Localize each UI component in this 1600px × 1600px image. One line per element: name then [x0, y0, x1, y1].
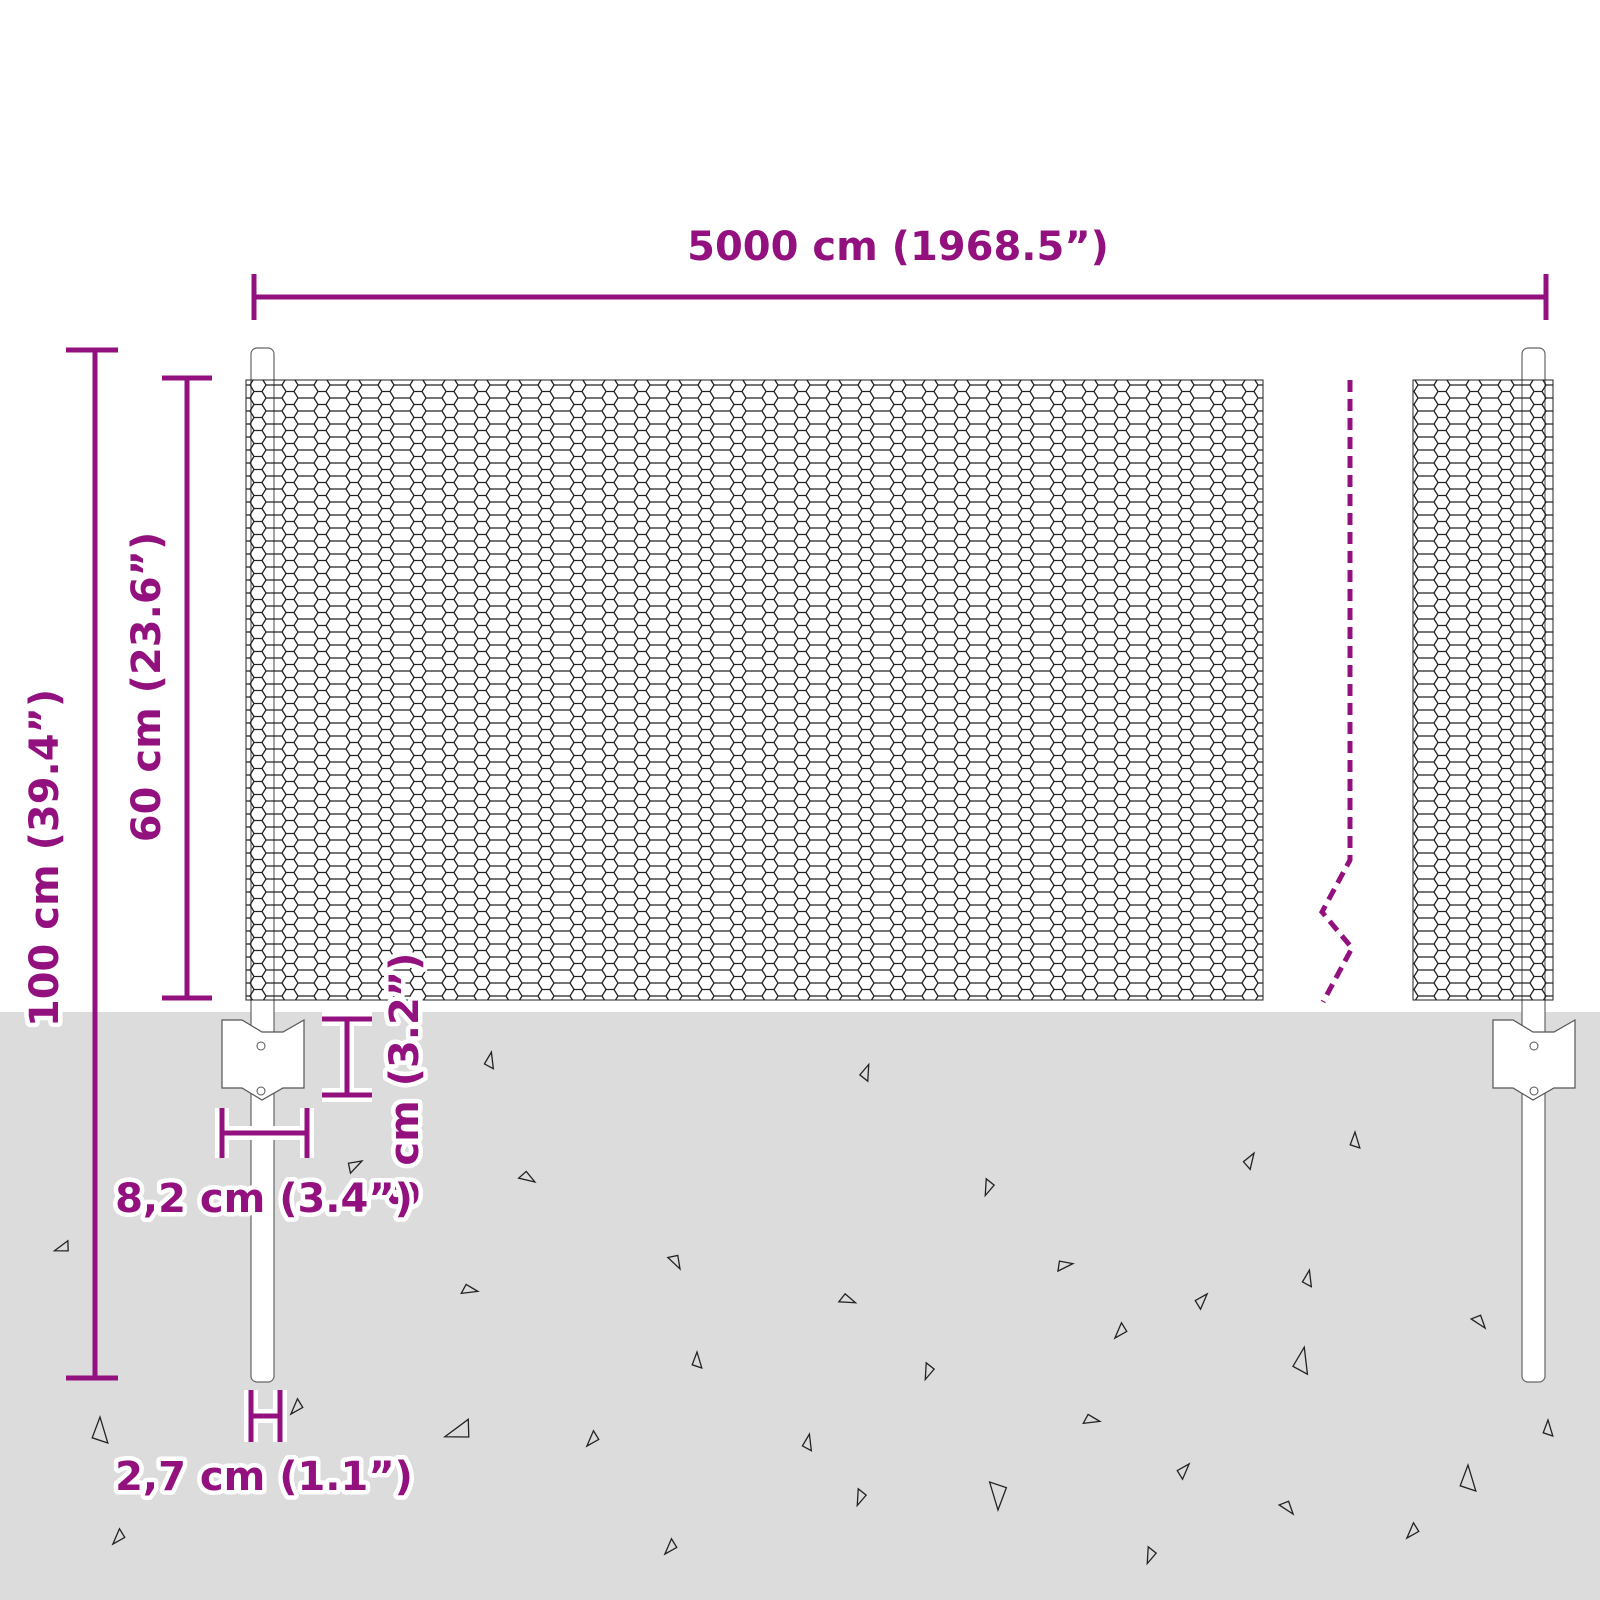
mesh-panel-main	[245, 379, 1264, 1001]
stone-mark	[585, 1429, 600, 1448]
ground	[0, 1012, 1600, 1600]
total-height-dimension-line	[66, 347, 118, 1381]
left-bracket	[221, 1018, 305, 1101]
post-diameter-label: 2,7 cm (1.1”)	[115, 1454, 413, 1500]
stone-mark	[988, 1480, 1008, 1513]
stone-mark	[111, 1527, 126, 1546]
mesh-panel-end	[1412, 379, 1554, 1001]
stone-mark	[1459, 1462, 1477, 1493]
bracket-width-dimension-line	[219, 1108, 310, 1158]
stone-mark	[1349, 1129, 1361, 1150]
total-height-label: 100 cm (39.4”)	[22, 689, 68, 1027]
post-diameter-dimension-line	[248, 1390, 283, 1442]
mesh-height-label: 60 cm (23.6”)	[124, 532, 170, 842]
stone-mark	[1301, 1268, 1313, 1288]
stone-mark	[924, 1361, 936, 1382]
stone-mark	[347, 1160, 364, 1175]
stone-mark	[1082, 1413, 1102, 1425]
stone-mark	[1176, 1462, 1191, 1481]
stone-mark	[984, 1177, 996, 1198]
stone-mark	[1405, 1521, 1420, 1540]
stone-mark	[1057, 1260, 1075, 1273]
right-bracket	[1492, 1018, 1576, 1101]
mesh-height-dimension-line	[162, 375, 212, 1001]
length-label: 5000 cm (1968.5”)	[687, 224, 1109, 270]
stone-mark	[517, 1170, 537, 1184]
stone-mark	[666, 1254, 681, 1271]
stone-mark	[1113, 1321, 1128, 1340]
ground-stones	[52, 1050, 1554, 1566]
stone-mark	[460, 1283, 480, 1295]
stone-mark	[289, 1397, 304, 1416]
stone-mark	[663, 1537, 678, 1556]
bracket-height-dimension-line	[322, 1016, 372, 1098]
stone-mark	[91, 1414, 109, 1445]
length-dimension-line	[251, 274, 1549, 320]
stone-mark	[1542, 1417, 1554, 1438]
stone-mark	[801, 1432, 813, 1452]
stone-mark	[691, 1349, 703, 1370]
bracket-width-label: 8,2 cm (3.4”)	[115, 1176, 413, 1222]
stone-mark	[858, 1062, 870, 1083]
bracket-height-label: 8 cm (3.2”)	[382, 953, 428, 1208]
stone-mark	[1469, 1314, 1487, 1330]
stone-mark	[837, 1292, 858, 1304]
stone-mark	[1242, 1151, 1256, 1171]
stone-mark	[1194, 1292, 1209, 1311]
break-line	[1318, 380, 1356, 1004]
stone-mark	[52, 1239, 69, 1252]
stone-mark	[442, 1418, 470, 1438]
stone-mark	[483, 1050, 495, 1070]
stone-mark	[1146, 1545, 1158, 1566]
stone-mark	[1292, 1345, 1309, 1376]
stone-mark	[1277, 1500, 1295, 1516]
stone-mark	[856, 1487, 868, 1508]
